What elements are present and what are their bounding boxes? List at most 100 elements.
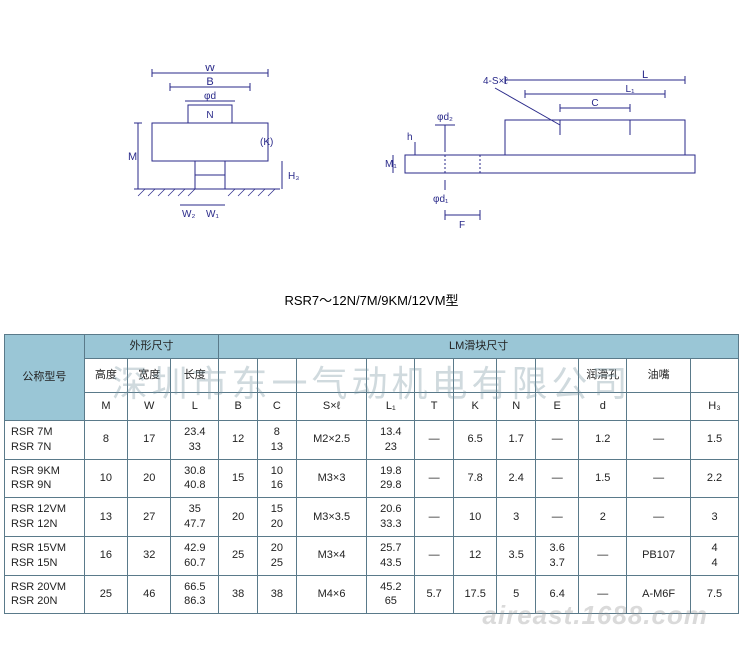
svg-text:φd₁: φd₁	[433, 194, 449, 205]
svg-text:φd₂: φd₂	[437, 112, 453, 123]
data-cell: 2025	[257, 536, 296, 575]
col-top-3	[219, 358, 258, 392]
data-cell: 1.2	[579, 420, 627, 459]
svg-text:W: W	[205, 65, 216, 74]
table-row: RSR 7MRSR 7N81723.43312813M2×2.513.423—6…	[5, 420, 739, 459]
data-cell: 813	[257, 420, 296, 459]
data-cell: 30.840.8	[171, 459, 219, 498]
svg-text:H₃: H₃	[288, 171, 299, 182]
col-top-8	[454, 358, 497, 392]
col-top-0: 高度	[84, 358, 127, 392]
cross-section-diagram: W B φd N	[110, 65, 310, 225]
data-cell: 17	[128, 420, 171, 459]
data-cell: 1.5	[691, 420, 739, 459]
data-cell: —	[579, 536, 627, 575]
data-cell: —	[415, 420, 454, 459]
data-cell: 6.4	[536, 575, 579, 614]
col-sym-11: d	[579, 392, 627, 420]
svg-text:φd: φd	[204, 91, 216, 102]
data-cell: A-M6F	[627, 575, 691, 614]
data-cell: 46	[128, 575, 171, 614]
data-cell: 5	[497, 575, 536, 614]
caption: RSR7～12N/7M/9KM/12VM型	[0, 290, 743, 309]
model-cell: RSR 15VMRSR 15N	[5, 536, 85, 575]
data-cell: 7.5	[691, 575, 739, 614]
data-cell: —	[536, 420, 579, 459]
data-cell: 13	[84, 498, 127, 537]
data-cell: —	[415, 459, 454, 498]
data-cell: —	[415, 498, 454, 537]
data-cell: 23.433	[171, 420, 219, 459]
data-cell: 17.5	[454, 575, 497, 614]
data-cell: M3×4	[296, 536, 367, 575]
table-row: RSR 20VMRSR 20N254666.586.33838M4×645.26…	[5, 575, 739, 614]
data-cell: 45.265	[367, 575, 415, 614]
col-top-2: 长度	[171, 358, 219, 392]
data-cell: 1.5	[579, 459, 627, 498]
data-cell: 2.4	[497, 459, 536, 498]
col-top-11: 润滑孔	[579, 358, 627, 392]
svg-text:W₁: W₁	[206, 209, 219, 220]
data-cell: —	[536, 459, 579, 498]
data-cell: 3547.7	[171, 498, 219, 537]
data-cell: 12	[219, 420, 258, 459]
svg-text:h: h	[407, 132, 413, 143]
data-cell: 38	[257, 575, 296, 614]
col-sym-9: N	[497, 392, 536, 420]
group-outer: 外形尺寸	[84, 335, 218, 359]
data-cell: 3	[497, 498, 536, 537]
col-top-1: 宽度	[128, 358, 171, 392]
col-top-5	[296, 358, 367, 392]
col-sym-1: W	[128, 392, 171, 420]
data-cell: 12	[454, 536, 497, 575]
data-cell: 25	[219, 536, 258, 575]
svg-text:C: C	[591, 98, 598, 109]
data-cell: 19.829.8	[367, 459, 415, 498]
data-cell: 16	[84, 536, 127, 575]
data-cell: 20	[128, 459, 171, 498]
col-sym-12	[627, 392, 691, 420]
col-top-4	[257, 358, 296, 392]
data-cell: M2×2.5	[296, 420, 367, 459]
data-cell: —	[627, 459, 691, 498]
col-sym-0: M	[84, 392, 127, 420]
data-cell: 10	[454, 498, 497, 537]
model-cell: RSR 20VMRSR 20N	[5, 575, 85, 614]
svg-text:W₂: W₂	[182, 209, 195, 220]
svg-text:(K): (K)	[260, 137, 273, 148]
model-cell: RSR 7MRSR 7N	[5, 420, 85, 459]
data-cell: 1.7	[497, 420, 536, 459]
group-block: LM滑块尺寸	[219, 335, 739, 359]
data-cell: 20	[219, 498, 258, 537]
col-model-header: 公称型号	[5, 335, 85, 421]
data-cell: 2	[579, 498, 627, 537]
side-view-diagram: L L₁ C 4-S×ℓ	[385, 70, 705, 240]
model-cell: RSR 9KMRSR 9N	[5, 459, 85, 498]
data-cell: 3.5	[497, 536, 536, 575]
svg-text:N: N	[206, 110, 213, 121]
data-cell: 44	[691, 536, 739, 575]
col-sym-4: C	[257, 392, 296, 420]
svg-text:B: B	[206, 76, 213, 88]
col-top-9	[497, 358, 536, 392]
svg-text:M: M	[128, 151, 137, 163]
col-sym-2: L	[171, 392, 219, 420]
spec-table: 公称型号 外形尺寸 LM滑块尺寸 高度宽度长度润滑孔油嘴 MWLBCS×ℓL₁T…	[4, 334, 739, 614]
model-cell: RSR 12VMRSR 12N	[5, 498, 85, 537]
svg-text:4-S×ℓ: 4-S×ℓ	[483, 76, 508, 87]
col-sym-5: S×ℓ	[296, 392, 367, 420]
col-top-6	[367, 358, 415, 392]
svg-text:F: F	[459, 220, 465, 231]
data-cell: —	[415, 536, 454, 575]
data-cell: 15	[219, 459, 258, 498]
data-cell: 66.586.3	[171, 575, 219, 614]
data-cell: 1016	[257, 459, 296, 498]
svg-text:M₁: M₁	[385, 159, 397, 170]
data-cell: 5.7	[415, 575, 454, 614]
col-top-12: 油嘴	[627, 358, 691, 392]
data-cell: —	[627, 498, 691, 537]
data-cell: 25.743.5	[367, 536, 415, 575]
data-cell: 25	[84, 575, 127, 614]
data-cell: 8	[84, 420, 127, 459]
data-cell: —	[579, 575, 627, 614]
